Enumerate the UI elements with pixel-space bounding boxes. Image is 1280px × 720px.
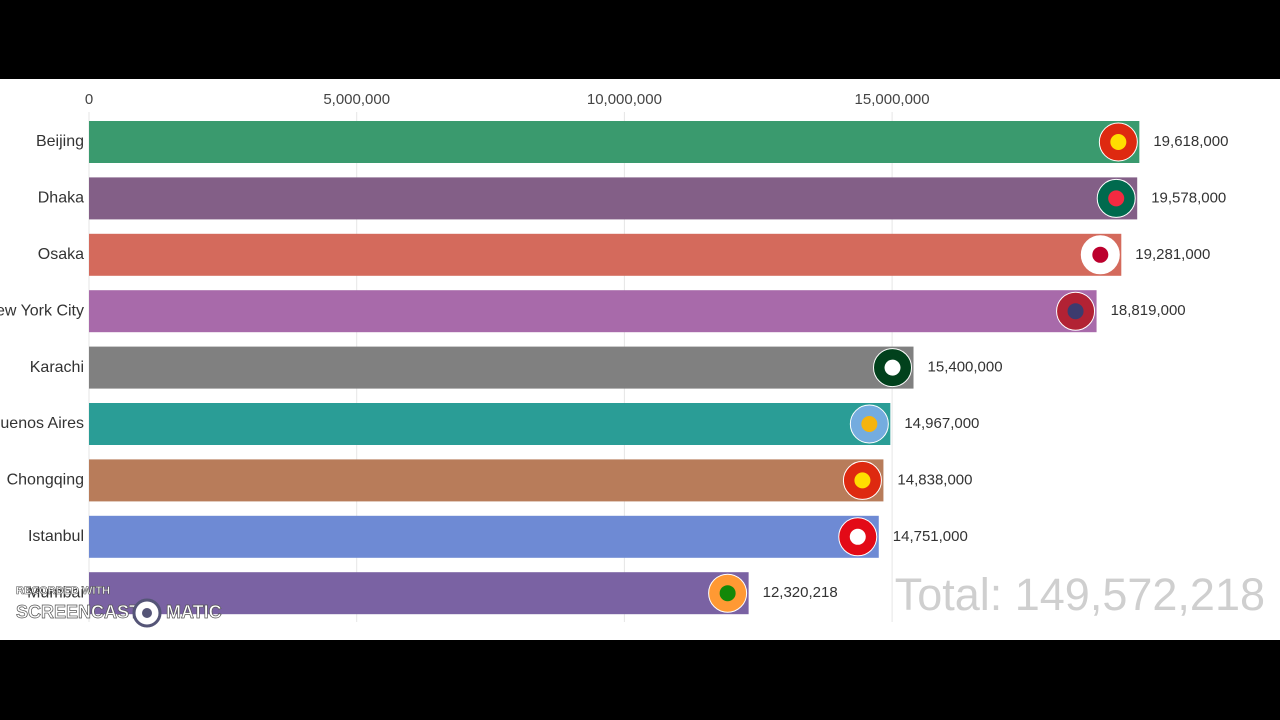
category-label: Buenos Aires	[0, 415, 84, 432]
value-label: 19,618,000	[1153, 133, 1228, 150]
flag-emblem	[1067, 303, 1084, 320]
value-label: 12,320,218	[763, 584, 838, 601]
value-label: 14,838,000	[897, 471, 972, 488]
bar	[89, 459, 884, 502]
bar	[89, 346, 914, 389]
value-label: 19,281,000	[1135, 246, 1210, 263]
plot: 0 5,000,000 10,000,000 15,000,000 Beijing 19,…	[0, 91, 1228, 622]
watermark-brand: MATIC	[166, 602, 222, 622]
watermark: RECORDED WITH SCREENCAST MATIC	[16, 585, 222, 628]
category-label: Istanbul	[28, 528, 84, 545]
value-label: 18,819,000	[1111, 302, 1186, 319]
flag-emblem	[1110, 134, 1127, 150]
flag-emblem	[854, 472, 871, 489]
value-label: 19,578,000	[1151, 189, 1226, 206]
watermark-brand: SCREENCAST	[16, 602, 140, 622]
category-label: Chongqing	[7, 472, 84, 489]
x-tick-label: 0	[85, 91, 93, 108]
flag-emblem	[1092, 246, 1109, 263]
bar	[89, 403, 891, 445]
total-label: Total: 149,572,218	[895, 569, 1265, 620]
x-tick-label: 5,000,000	[323, 91, 390, 108]
flag-emblem	[849, 528, 866, 545]
bar	[89, 233, 1122, 276]
flag-emblem	[1108, 190, 1125, 207]
flag-emblem	[719, 585, 736, 602]
x-tick-label: 10,000,000	[587, 91, 662, 108]
category-label: Karachi	[30, 359, 84, 376]
category-label: Dhaka	[38, 190, 84, 207]
bar	[89, 121, 1140, 163]
value-label: 14,751,000	[893, 528, 968, 545]
category-label: New York City	[0, 302, 84, 319]
watermark-text: RECORDED WITH	[16, 585, 110, 597]
bar	[89, 515, 879, 558]
flag-emblem	[861, 416, 878, 432]
value-label: 15,400,000	[928, 359, 1003, 376]
bar	[89, 290, 1097, 333]
x-tick-label: 15,000,000	[855, 91, 930, 108]
value-label: 14,967,000	[904, 415, 979, 432]
watermark-logo-dot	[142, 608, 152, 618]
bar	[89, 572, 749, 615]
category-label: Osaka	[38, 246, 84, 263]
flag-emblem	[884, 359, 901, 376]
category-label: Beijing	[36, 133, 84, 150]
bar	[89, 177, 1138, 220]
category-label: Mumbai	[27, 584, 84, 601]
